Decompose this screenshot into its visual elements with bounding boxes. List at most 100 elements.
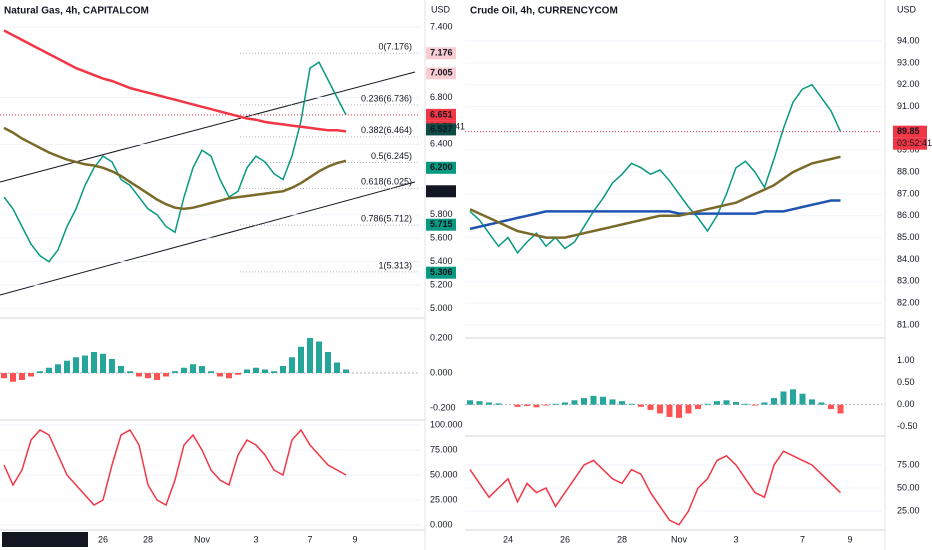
histogram-bar xyxy=(761,402,768,405)
histogram-bar xyxy=(543,404,549,406)
axis-unit: USD xyxy=(897,4,917,14)
histogram-bar xyxy=(280,366,286,373)
histogram-bar xyxy=(828,404,834,410)
histogram-bar xyxy=(334,362,340,373)
moving-average xyxy=(469,155,841,239)
histogram-bar xyxy=(600,396,606,405)
price-label-box xyxy=(426,185,456,198)
histogram-bar xyxy=(733,402,739,405)
price-label-box xyxy=(426,47,456,60)
histogram-bar xyxy=(571,400,578,405)
histogram-bar xyxy=(10,373,16,382)
price-label: 6.000 xyxy=(430,186,453,196)
histogram-bar xyxy=(208,371,214,373)
histogram-bar xyxy=(118,366,124,373)
channel-line xyxy=(0,71,416,183)
y-tick-label: 82.00 xyxy=(897,297,920,307)
y-tick-label: 6.400 xyxy=(430,139,453,149)
histogram-bar xyxy=(628,403,635,405)
chart-title: Natural Gas, 4h, CAPITALCOM xyxy=(4,6,149,17)
fib-label: 0(7.176) xyxy=(378,42,412,52)
x-tick-label: 26 xyxy=(98,534,108,544)
price-label: 7.176 xyxy=(430,48,453,58)
price-label: 5.715 xyxy=(430,219,453,229)
price-label-box xyxy=(893,125,927,138)
histogram-bar xyxy=(533,404,540,408)
y-tick-label: 92.00 xyxy=(897,79,920,89)
y-tick-label: 83.00 xyxy=(897,276,920,286)
y-tick-label: 84.00 xyxy=(897,254,920,264)
histogram-bar xyxy=(262,369,268,373)
histogram-bar xyxy=(467,400,473,405)
x-tick-label: Nov xyxy=(194,534,211,544)
histogram-bar xyxy=(771,398,777,405)
histogram-bar xyxy=(704,403,711,405)
histogram-bar xyxy=(742,403,749,405)
fib-label: 0.382(6.464) xyxy=(361,125,412,135)
y-tick-label: 0.000 xyxy=(430,367,453,377)
y-tick-label: 5.800 xyxy=(430,209,453,219)
x-tick-label: 26 xyxy=(560,534,570,544)
y-tick-label: 75.000 xyxy=(430,444,458,454)
histogram-bar xyxy=(145,373,151,379)
histogram-bar xyxy=(136,373,142,377)
price-label: 6.527 xyxy=(430,124,453,134)
y-tick-label: 50.000 xyxy=(430,469,458,479)
y-tick-label: 86.00 xyxy=(897,210,920,220)
histogram-bar xyxy=(64,360,70,373)
axis-unit: USD xyxy=(431,4,451,14)
y-tick-label: 81.00 xyxy=(897,319,920,329)
moving-average xyxy=(3,126,347,211)
histogram-bar xyxy=(524,404,530,406)
histogram-bar xyxy=(226,373,232,379)
histogram-bar xyxy=(199,366,205,373)
price-label-box xyxy=(426,123,456,136)
x-tick-label: 28 xyxy=(143,534,153,544)
y-tick-label: 0.200 xyxy=(430,332,453,342)
price-line xyxy=(469,83,842,255)
price-label: 6.651 xyxy=(430,109,453,119)
histogram-bar xyxy=(298,346,304,373)
fib-label: 0.5(6.245) xyxy=(371,151,412,161)
x-tick-label: 9 xyxy=(352,534,357,544)
y-tick-label: 5.000 xyxy=(430,303,453,313)
countdown-box xyxy=(893,137,927,150)
histogram-bar xyxy=(476,401,483,405)
histogram-bar xyxy=(514,404,521,407)
fib-label: 0.618(6.025) xyxy=(361,177,412,187)
histogram-bar xyxy=(752,404,758,406)
y-tick-label: 93.00 xyxy=(897,57,920,67)
histogram-bar xyxy=(289,357,295,373)
y-tick-label: 0.00 xyxy=(897,399,915,409)
x-tick-label: 7 xyxy=(800,534,805,544)
histogram-bar xyxy=(581,398,587,405)
histogram-bar xyxy=(316,341,322,373)
histogram-bar xyxy=(163,373,169,377)
price-label: 7.005 xyxy=(430,68,453,78)
y-tick-label: 91.00 xyxy=(897,101,920,111)
crosshair-date-box xyxy=(2,532,88,547)
y-tick-label: 87.00 xyxy=(897,188,920,198)
histogram-bar xyxy=(100,353,106,373)
x-tick-label: 28 xyxy=(617,534,627,544)
y-tick-label: 6.800 xyxy=(430,92,453,102)
histogram-bar xyxy=(190,364,196,373)
histogram-bar xyxy=(325,352,331,373)
moving-average xyxy=(469,199,841,231)
y-tick-label: 0.50 xyxy=(897,377,915,387)
histogram-bar xyxy=(590,395,597,405)
histogram-bar xyxy=(109,359,115,373)
y-tick-label: 25.000 xyxy=(430,494,458,504)
price-label: 89.85 xyxy=(897,126,920,136)
histogram-bar xyxy=(55,364,61,373)
histogram-bar xyxy=(46,367,52,373)
x-tick-label: 3 xyxy=(733,534,738,544)
y-tick-label: 1.00 xyxy=(897,355,915,365)
y-tick-label: 5.400 xyxy=(430,256,453,266)
histogram-bar xyxy=(495,403,502,405)
stoch-line xyxy=(3,428,347,507)
histogram-bar xyxy=(19,373,25,380)
countdown: 03:52:41 xyxy=(897,138,932,148)
